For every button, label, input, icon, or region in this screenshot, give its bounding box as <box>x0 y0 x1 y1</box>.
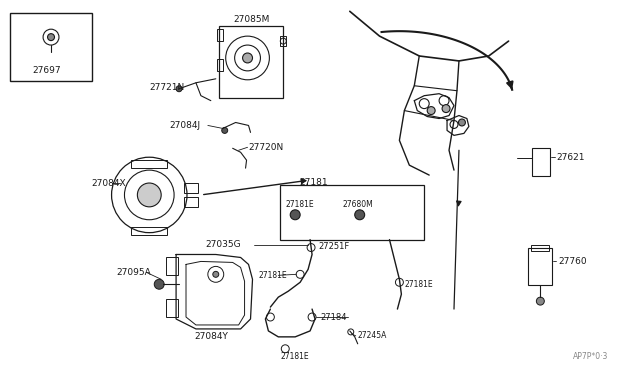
Text: 27035G: 27035G <box>206 240 241 249</box>
Text: 27095A: 27095A <box>116 268 151 277</box>
Bar <box>532 148 550 176</box>
Text: 27184: 27184 <box>320 312 346 321</box>
Bar <box>166 257 178 275</box>
Circle shape <box>290 210 300 220</box>
Circle shape <box>243 53 253 63</box>
Bar <box>217 59 223 71</box>
Text: 27760: 27760 <box>558 257 587 266</box>
Text: 27084X: 27084X <box>92 179 126 187</box>
Text: 27181: 27181 <box>299 177 328 186</box>
Circle shape <box>47 33 54 41</box>
Text: 27084J: 27084J <box>169 121 200 130</box>
Bar <box>280 185 424 240</box>
Circle shape <box>176 86 182 92</box>
Circle shape <box>442 105 450 113</box>
Circle shape <box>138 183 161 207</box>
Bar <box>131 160 167 168</box>
Text: 27181E: 27181E <box>259 271 287 280</box>
Text: 27621: 27621 <box>556 153 585 162</box>
Bar <box>531 244 549 250</box>
Text: 27251F: 27251F <box>318 242 349 251</box>
Bar <box>280 36 286 46</box>
Circle shape <box>458 119 465 126</box>
Text: 27720N: 27720N <box>248 143 284 152</box>
Text: 27721N: 27721N <box>149 83 184 92</box>
Bar <box>184 197 198 207</box>
Circle shape <box>221 128 228 134</box>
Bar <box>219 26 284 98</box>
Circle shape <box>154 279 164 289</box>
Circle shape <box>427 107 435 115</box>
Circle shape <box>213 271 219 277</box>
Text: 27181E: 27181E <box>404 280 433 289</box>
Circle shape <box>355 210 365 220</box>
Bar <box>529 247 552 285</box>
Bar <box>184 183 198 193</box>
Text: 27680M: 27680M <box>343 201 374 209</box>
Circle shape <box>536 297 544 305</box>
Bar <box>217 29 223 41</box>
Text: 27181E: 27181E <box>285 201 314 209</box>
Bar <box>10 13 92 81</box>
Text: AP7P*0·3: AP7P*0·3 <box>572 352 608 361</box>
Bar <box>131 227 167 235</box>
Text: 27245A: 27245A <box>358 331 387 340</box>
Text: 27181E: 27181E <box>280 352 309 361</box>
Bar <box>166 299 178 317</box>
Text: 27697: 27697 <box>32 66 61 76</box>
Text: 27084Y: 27084Y <box>194 332 228 341</box>
Text: 27085M: 27085M <box>234 15 270 24</box>
